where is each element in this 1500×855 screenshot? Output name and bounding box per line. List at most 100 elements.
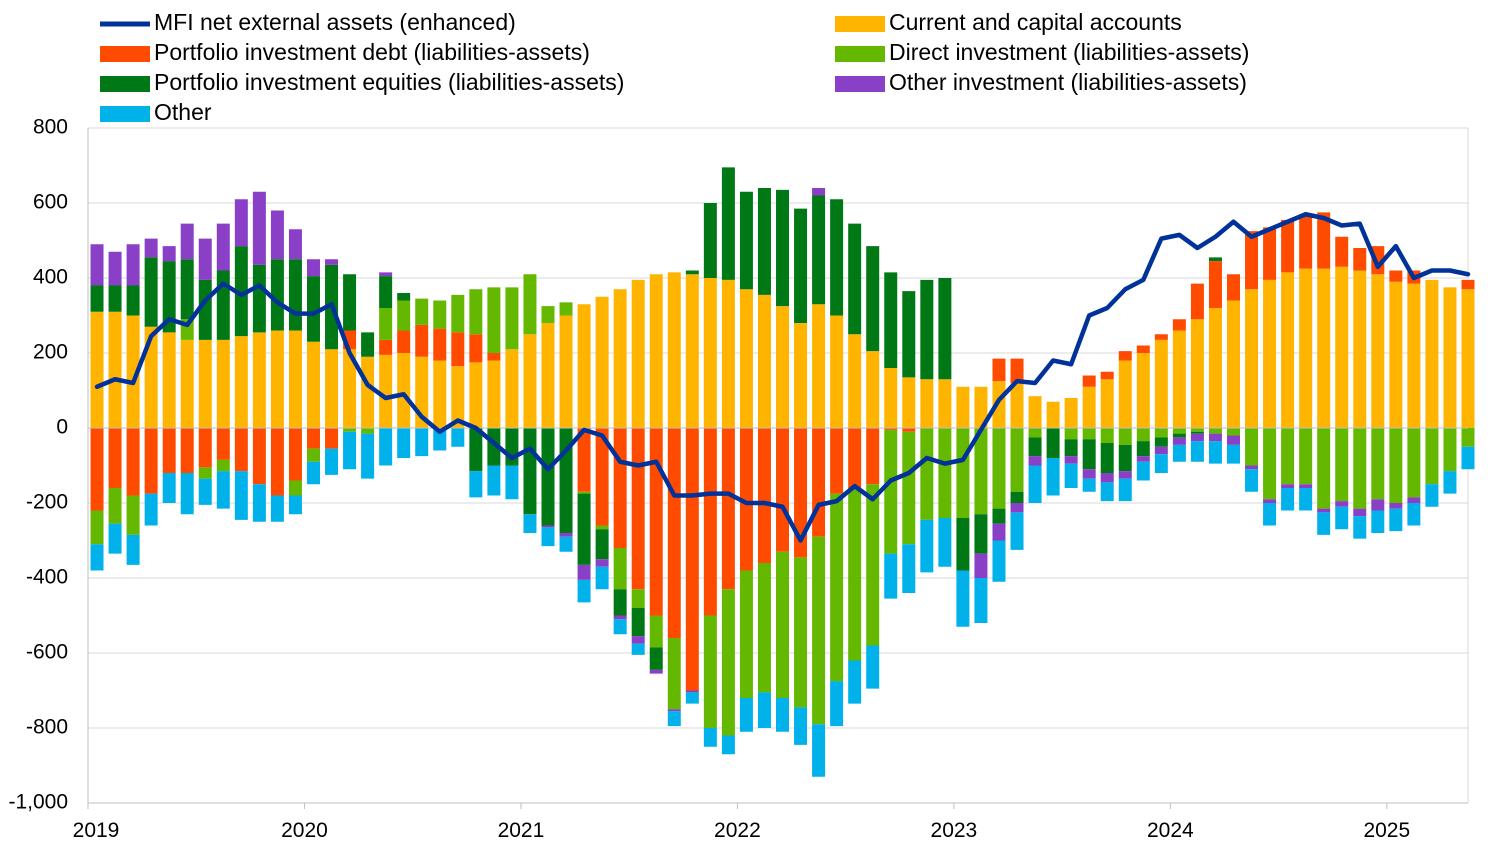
bar-0-40 (812, 304, 826, 428)
bar-0-74 (1425, 279, 1439, 428)
bar-2-45 (902, 431, 916, 545)
bar-2-51 (1010, 428, 1024, 492)
bar-4-57 (1118, 471, 1132, 479)
bar-0-56 (1100, 379, 1114, 428)
bar-0-42 (848, 334, 862, 428)
bar-1-41 (830, 428, 844, 494)
bar-1-7 (216, 428, 230, 460)
bar-5-19 (433, 428, 447, 451)
bar-1-60 (1172, 319, 1186, 331)
bar-3-24 (523, 428, 537, 515)
bar-0-29 (613, 289, 627, 428)
bar-2-41 (830, 493, 844, 682)
bar-3-49 (974, 514, 988, 554)
bar-5-63 (1226, 444, 1240, 464)
bar-2-19 (433, 300, 447, 329)
bar-5-22 (487, 465, 501, 496)
bar-2-28 (595, 525, 609, 530)
bar-3-4 (162, 261, 176, 333)
bar-4-2 (126, 244, 140, 286)
bar-5-30 (631, 643, 645, 655)
bar-3-62 (1208, 257, 1222, 262)
bar-0-53 (1046, 401, 1060, 428)
bar-0-20 (451, 366, 465, 428)
bar-5-25 (541, 527, 555, 547)
bar-2-62 (1208, 428, 1222, 434)
bar-1-42 (848, 428, 862, 488)
bar-4-0 (90, 244, 104, 286)
bar-0-31 (649, 274, 663, 428)
bar-5-6 (198, 478, 212, 505)
bar-1-33 (685, 428, 699, 691)
bar-3-61 (1190, 431, 1204, 434)
bar-0-57 (1118, 360, 1132, 428)
legend-label-6: Other (154, 99, 212, 125)
bar-5-55 (1082, 478, 1096, 492)
bar-5-15 (361, 433, 375, 479)
bar-0-12 (306, 341, 320, 428)
y-tick-label-9: -1,000 (8, 791, 68, 814)
bar-1-56 (1100, 371, 1114, 380)
bar-5-37 (757, 692, 771, 728)
bar-0-33 (685, 274, 699, 428)
bar-2-22 (487, 287, 501, 353)
bar-2-27 (577, 491, 591, 494)
bar-4-72 (1389, 503, 1403, 509)
legend-swatch-2 (100, 46, 150, 62)
bar-1-4 (162, 428, 176, 473)
bar-3-5 (180, 259, 194, 320)
bar-3-11 (288, 259, 302, 331)
bar-2-55 (1082, 428, 1096, 440)
bar-2-52 (1028, 428, 1042, 438)
bar-5-36 (739, 698, 753, 732)
bar-4-64 (1245, 465, 1259, 470)
bar-5-50 (992, 540, 1006, 582)
bar-5-41 (830, 681, 844, 727)
bar-5-67 (1299, 488, 1313, 511)
bar-2-37 (757, 563, 771, 693)
bar-5-75 (1443, 471, 1457, 494)
legend-label-4: Portfolio investment equities (liabiliti… (154, 69, 624, 95)
bar-0-49 (974, 386, 988, 428)
bar-1-67 (1299, 214, 1313, 269)
bar-1-32 (667, 428, 681, 638)
bar-5-5 (180, 473, 194, 515)
bar-2-26 (559, 302, 573, 316)
bar-4-25 (541, 525, 555, 528)
bar-3-30 (631, 608, 645, 637)
bar-4-66 (1281, 484, 1295, 488)
bar-0-47 (938, 379, 952, 428)
bar-5-33 (685, 692, 699, 704)
bar-2-7 (216, 459, 230, 472)
bar-0-6 (198, 339, 212, 428)
bar-5-4 (162, 473, 176, 503)
bar-0-67 (1299, 268, 1313, 428)
bar-4-10 (270, 210, 284, 260)
y-tick-label-3: 200 (33, 341, 68, 364)
bar-5-39 (794, 707, 808, 745)
bar-0-10 (270, 330, 284, 428)
bar-5-11 (288, 495, 302, 515)
bar-1-50 (992, 358, 1006, 382)
bar-0-71 (1371, 274, 1385, 428)
bar-2-36 (739, 570, 753, 698)
bar-4-40 (812, 188, 826, 196)
bar-4-12 (306, 259, 320, 277)
bar-1-35 (721, 428, 735, 590)
bar-0-16 (379, 354, 393, 428)
bar-0-52 (1028, 396, 1042, 428)
bar-1-59 (1154, 334, 1168, 340)
bar-3-38 (776, 189, 790, 307)
bar-4-54 (1064, 456, 1078, 464)
bar-5-26 (559, 536, 573, 552)
bar-1-34 (703, 428, 717, 616)
bar-3-54 (1064, 439, 1078, 457)
bar-5-12 (306, 461, 320, 485)
bar-4-59 (1154, 446, 1168, 455)
line-series-0 (94, 212, 1471, 543)
bar-5-62 (1208, 441, 1222, 464)
bar-5-53 (1046, 458, 1060, 496)
y-tick-label-1: 600 (33, 191, 68, 214)
